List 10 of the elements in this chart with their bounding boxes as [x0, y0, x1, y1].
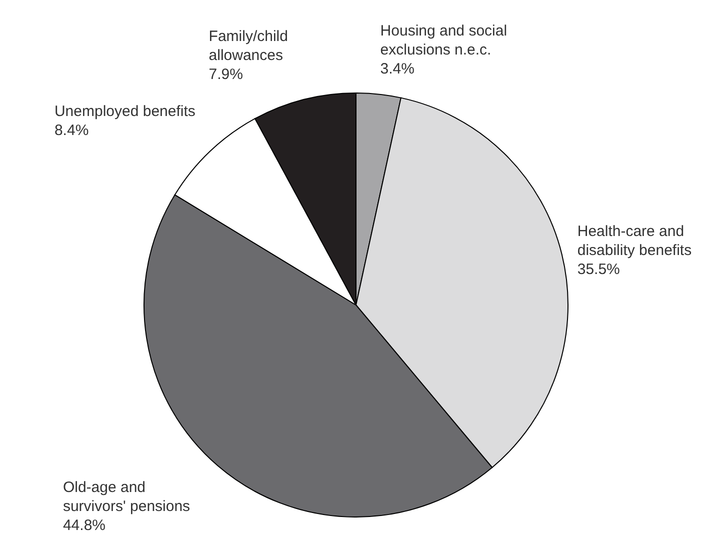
slice-label: Unemployed benefits	[54, 102, 196, 120]
data-label: 35.5%	[577, 260, 620, 278]
slice-label: Housing and social exclusions n.e.c.	[380, 22, 508, 58]
data-label: 44.8%	[62, 516, 106, 534]
data-label: 8.4%	[54, 122, 89, 139]
slice-label: Family/child allowances	[208, 28, 288, 64]
slice-label: Old-age and survivors' pensions	[62, 478, 190, 515]
data-label: 3.4%	[380, 60, 415, 78]
slice-label: Health-care and disability benefits	[577, 222, 692, 259]
data-label: 7.9%	[208, 66, 243, 83]
